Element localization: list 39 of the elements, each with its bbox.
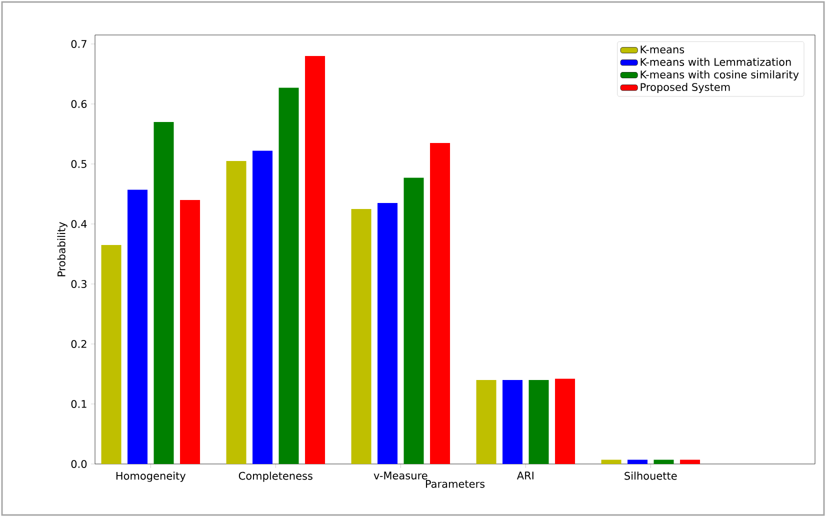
bar [351, 208, 372, 464]
y-tick-label: 0.0 [71, 460, 87, 468]
y-tick-label: 0.7 [71, 40, 86, 48]
y-tick-label: 0.5 [71, 160, 86, 168]
legend-label: Proposed System [640, 82, 730, 94]
y-tick-label: 0.1 [71, 400, 86, 408]
bar [430, 142, 450, 464]
x-tick-label: Completeness [238, 472, 312, 482]
bar [378, 202, 398, 464]
bar [278, 88, 299, 464]
legend-label: K-means [640, 46, 684, 54]
bar [680, 460, 700, 464]
y-tick-label: 0.3 [71, 280, 86, 288]
x-tick-label: Homogeneity [116, 472, 186, 482]
bar [628, 460, 648, 464]
bar [555, 378, 576, 464]
x-tick-label: v-Measure [374, 472, 428, 480]
bar [305, 56, 326, 464]
bar [252, 150, 273, 464]
y-axis-title: Probability [57, 222, 68, 276]
bar [404, 178, 424, 464]
bar [226, 160, 246, 464]
bar [154, 122, 174, 464]
y-tick-label: 0.4 [71, 220, 87, 228]
bar [502, 380, 523, 464]
bar [601, 460, 622, 464]
bar [654, 460, 674, 464]
legend-label: K-means with cosine similarity [640, 70, 799, 81]
bar [128, 190, 148, 464]
bar [101, 244, 122, 464]
bar [528, 380, 549, 464]
bar [476, 380, 496, 464]
x-tick-label: ARI [516, 472, 534, 480]
x-tick-label: Silhouette [624, 472, 677, 480]
y-tick-label: 0.6 [71, 100, 87, 108]
bar [180, 200, 200, 464]
legend-label: K-means with Lemmatization [640, 58, 791, 66]
y-tick-label: 0.2 [71, 340, 86, 348]
x-axis-title: Parameters [426, 480, 485, 488]
